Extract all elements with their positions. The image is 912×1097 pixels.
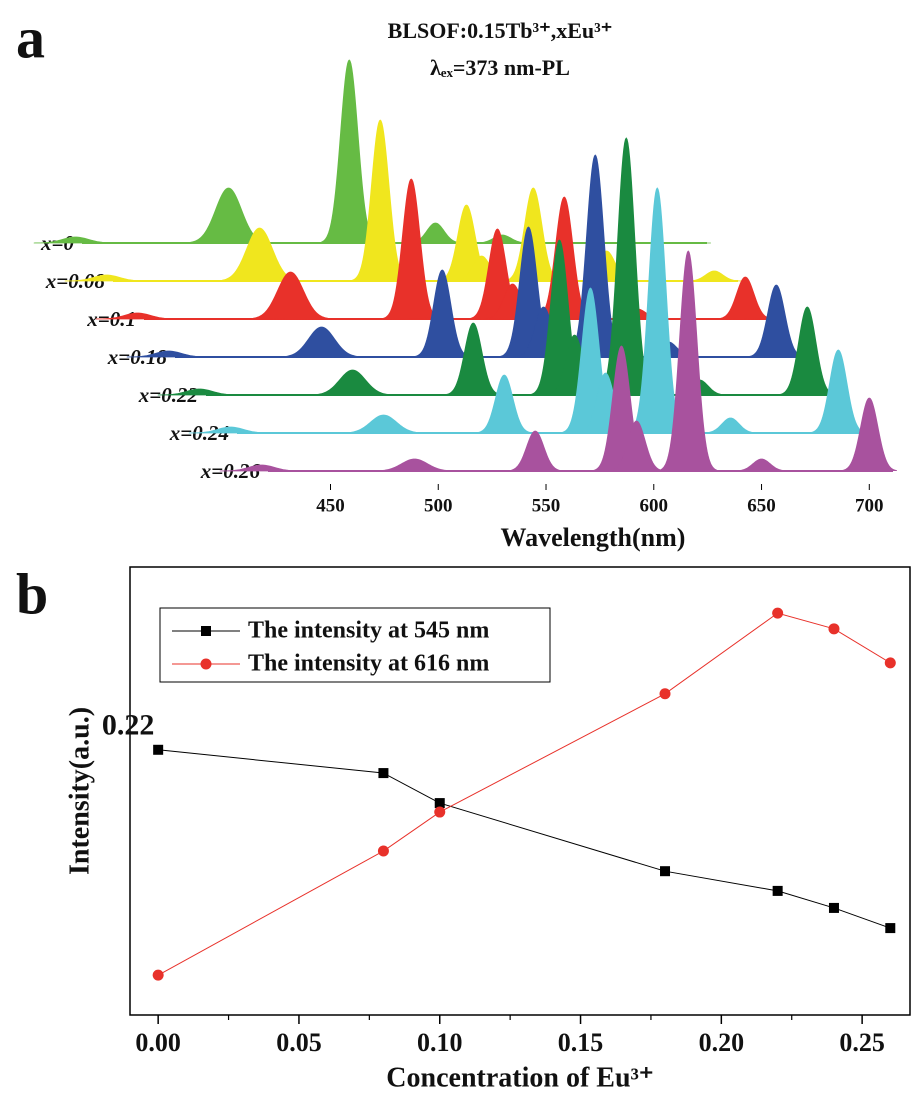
legend-marker xyxy=(200,658,212,670)
x-tick-label: 600 xyxy=(640,495,669,516)
marker xyxy=(378,768,389,779)
peak xyxy=(608,420,665,472)
peak xyxy=(841,397,897,472)
annotation: 0.22 xyxy=(102,709,155,742)
legend-box xyxy=(159,607,551,683)
marker xyxy=(828,902,839,913)
peak xyxy=(733,458,790,472)
x-tick-label: 0.25 xyxy=(839,1028,885,1057)
peak xyxy=(779,306,835,396)
marker xyxy=(660,866,671,877)
peak xyxy=(476,374,532,434)
peak xyxy=(157,388,241,396)
marker xyxy=(153,744,164,755)
peak xyxy=(414,269,470,358)
marker xyxy=(434,798,445,809)
series-line xyxy=(158,749,891,929)
peak xyxy=(383,178,439,320)
marker xyxy=(772,885,783,896)
x-tick-label: 0.05 xyxy=(276,1028,322,1057)
x-axis-title: Concentration of Eu³⁺ xyxy=(386,1062,653,1093)
peak xyxy=(474,234,530,244)
marker xyxy=(885,923,896,934)
peak xyxy=(64,274,148,282)
marker xyxy=(884,657,896,669)
x-tick-label: 0.00 xyxy=(135,1028,181,1057)
chart-title: BLSOF:0.15Tb³⁺,xEu³⁺ xyxy=(388,18,613,43)
peak xyxy=(341,414,425,434)
peak xyxy=(33,236,117,244)
marker xyxy=(152,969,164,981)
peak xyxy=(310,369,394,396)
peak xyxy=(445,322,501,396)
x-axis-title: Wavelength(nm) xyxy=(501,523,686,552)
peak xyxy=(248,271,332,320)
peak xyxy=(219,464,303,472)
marker xyxy=(377,845,389,857)
x-tick-label: 700 xyxy=(855,495,884,516)
peak xyxy=(810,349,866,434)
peak xyxy=(126,350,210,358)
x-tick-label: 550 xyxy=(532,495,561,516)
peak xyxy=(717,276,773,320)
marker xyxy=(772,607,784,619)
x-tick-label: 0.15 xyxy=(558,1028,604,1057)
x-tick-label: 0.20 xyxy=(699,1028,745,1057)
marker xyxy=(659,688,671,700)
legend-marker xyxy=(201,626,211,636)
peak xyxy=(372,458,456,472)
y-axis-title: Intensity(a.u.) xyxy=(64,707,95,875)
peak xyxy=(748,284,804,358)
peak xyxy=(188,426,272,434)
x-tick-label: 0.10 xyxy=(417,1028,463,1057)
peak xyxy=(686,270,742,282)
x-tick-label: 500 xyxy=(424,495,453,516)
legend-label: The intensity at 545 nm xyxy=(248,618,489,644)
peak xyxy=(95,312,179,320)
x-tick-label: 450 xyxy=(316,495,345,516)
peak xyxy=(660,250,718,472)
x-tick-label: 650 xyxy=(747,495,776,516)
peak xyxy=(279,326,363,358)
chart-subtitle: λₑₓ=373 nm-PL xyxy=(430,55,570,80)
marker xyxy=(434,806,446,818)
legend-label: The intensity at 616 nm xyxy=(248,651,489,677)
panel-label: b xyxy=(16,561,48,626)
peak xyxy=(507,430,563,472)
peak xyxy=(702,417,759,434)
panel-label: a xyxy=(16,5,45,70)
plot-frame xyxy=(129,566,911,1016)
marker xyxy=(828,623,840,635)
